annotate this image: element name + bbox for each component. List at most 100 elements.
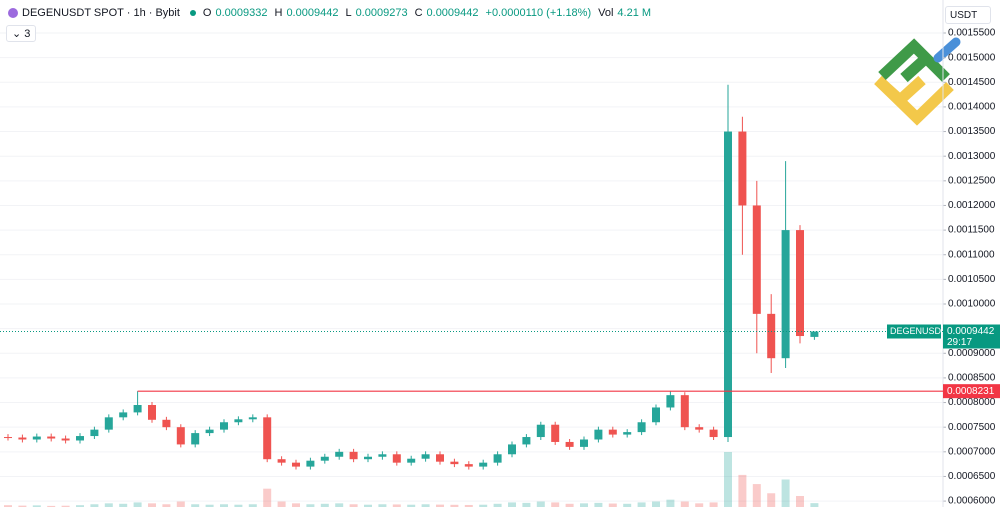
status-dot [189,10,196,16]
last-price-label: 0.0009442 [947,326,995,337]
volume-bar [263,488,272,507]
y-tick-label: 0.0015000 [948,52,996,63]
symbol[interactable]: DEGENUSDT SPOT · 1h · Bybit [22,7,180,19]
volume-bar [680,501,689,507]
y-tick-label: 0.0006500 [948,471,996,482]
candle-body [320,456,329,461]
volume-bar [61,505,70,507]
volume-bar [796,496,804,507]
close-value: 0.0009442 [426,7,479,19]
y-tick-label: 0.0008000 [948,397,996,408]
candle-body [652,407,660,423]
candle-body [364,456,372,460]
volume-bar [508,502,516,507]
volume-bar [18,505,27,507]
y-tick-label: 0.0012500 [948,175,996,186]
y-tick-label: 0.0011000 [948,249,995,260]
candle-body [263,417,272,460]
candle-body [76,436,84,441]
candle-body [392,454,401,463]
indicator-count: 3 [24,28,31,40]
candle-body [738,131,747,206]
symbol-icon [8,8,18,18]
volume-bar [349,504,358,507]
volume-bar [104,503,113,507]
volume-bar [421,504,430,507]
volume-bar [205,504,214,507]
candle-body [536,424,545,438]
y-tick-label: 0.0013500 [948,126,996,137]
candle-body [781,230,790,359]
last-price-bg [943,324,1000,349]
volume-bar [320,503,329,507]
volume-bar [191,504,200,507]
candle-body [148,405,156,420]
candle-body [277,459,286,463]
candle-body [580,439,588,447]
volume-bar [493,503,502,507]
y-tick-label: 0.0014500 [948,77,996,88]
candle-body [61,438,70,441]
volume-bar [306,504,315,507]
candle-body [695,427,704,430]
candle-body [32,436,41,440]
volume-bar [724,452,732,507]
candle-body [666,395,675,408]
y-tick-label: 0.0013000 [948,151,996,162]
y-tick-label: 0.0009000 [948,348,996,359]
currency-select[interactable]: USDT [945,6,991,24]
volume-bar [666,499,675,507]
candle-body [90,429,99,437]
logo [874,37,961,126]
candle-body [18,437,27,440]
indicators-toggle[interactable]: ⌄ 3 [6,25,37,42]
open-value: 0.0009332 [215,7,268,19]
volume-bar [32,505,41,507]
y-tick-label: 0.0014000 [948,102,996,113]
volume-bar [378,504,387,507]
countdown: 29:17 [947,337,972,348]
y-tick-label: 0.0012000 [948,200,996,211]
y-tick-label: 0.0010500 [948,274,996,285]
volume-bar [695,503,704,507]
y-tick-label: 0.0007500 [948,422,996,433]
candle-body [292,462,300,467]
vol-key: Vol [598,7,614,19]
logo-green [878,38,950,82]
candle-body [680,395,689,428]
volume-bar [292,503,300,507]
volume-bar [522,502,531,507]
volume-bar [4,505,12,507]
volume-bar [335,503,344,507]
volume-bar [637,502,646,507]
candle-body [407,458,416,463]
candle-body [796,230,804,337]
candle-body [594,429,603,440]
candle-body [205,429,214,434]
low-key: L [345,7,352,19]
volume-bar [436,504,444,507]
candle-body [551,424,560,442]
volume-bar [90,504,99,507]
candle-body [248,417,257,420]
candle-body [162,419,171,428]
candle-body [608,429,617,435]
candle-body [436,454,444,462]
volume-bar [479,504,488,507]
volume-bar [248,504,257,507]
candle-body [335,451,344,457]
candle-body [104,417,113,430]
volume-bar [364,504,372,507]
y-tick-label: 0.0015500 [948,28,996,39]
volume-bar [767,493,776,507]
candle-body [234,419,243,423]
candle-body [479,462,488,467]
candle-body [133,405,142,413]
volume-bar [752,484,761,507]
logo-green-inner [900,55,928,83]
candle-body [637,422,646,433]
candle-body [306,460,315,467]
candle-body [4,437,12,439]
volume-bar [738,474,747,507]
